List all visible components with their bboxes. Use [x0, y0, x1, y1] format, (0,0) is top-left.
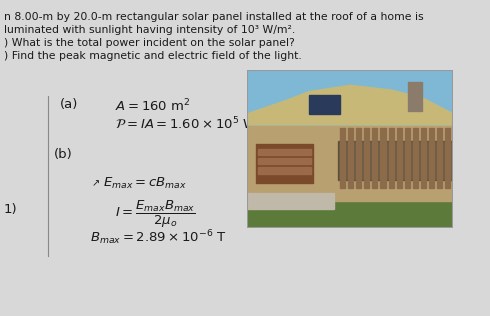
Text: $\nearrow$: $\nearrow$	[90, 178, 101, 188]
Bar	[389, 128, 393, 188]
Bar	[247, 70, 453, 136]
Bar	[408, 82, 422, 111]
Text: (a): (a)	[60, 98, 78, 111]
Bar	[256, 144, 313, 183]
Bar	[413, 128, 418, 188]
Text: $A = 160\ \mathrm{m}^2$: $A = 160\ \mathrm{m}^2$	[115, 98, 191, 115]
Bar	[356, 128, 361, 188]
Text: $B_{max} = 2.89 \times 10^{-6}\ \mathrm{T}$: $B_{max} = 2.89 \times 10^{-6}\ \mathrm{…	[90, 228, 227, 247]
Bar	[258, 167, 311, 174]
Bar	[258, 149, 311, 155]
Text: (1): (1)	[248, 176, 270, 189]
Text: $I = \dfrac{E_{max}B_{max}}{2\mu_o}$: $I = \dfrac{E_{max}B_{max}}{2\mu_o}$	[115, 199, 196, 230]
Polygon shape	[247, 85, 453, 125]
Bar	[421, 128, 426, 188]
Bar	[445, 128, 450, 188]
Text: ) What is the total power incident on the solar panel?: ) What is the total power incident on th…	[4, 38, 295, 48]
Text: n 8.00-m by 20.0-m rectangular solar panel installed at the roof of a home is: n 8.00-m by 20.0-m rectangular solar pan…	[4, 12, 424, 22]
Bar	[258, 158, 311, 164]
Bar	[247, 193, 334, 209]
Text: $\mathcal{P} = IA = 1.60 \times 10^5\ \mathrm{W}$: $\mathcal{P} = IA = 1.60 \times 10^5\ \m…	[115, 116, 257, 133]
Bar	[247, 201, 453, 228]
Bar	[396, 128, 402, 188]
Bar	[380, 128, 386, 188]
Bar	[348, 128, 353, 188]
Bar	[338, 141, 453, 180]
Text: 1): 1)	[4, 203, 18, 216]
Bar	[429, 128, 434, 188]
Text: (b): (b)	[54, 148, 73, 161]
Text: $E_{max} = cB_{max}$: $E_{max} = cB_{max}$	[103, 176, 187, 191]
Text: ) Find the peak magnetic and electric field of the light.: ) Find the peak magnetic and electric fi…	[4, 51, 302, 61]
Bar	[309, 95, 340, 114]
Bar	[372, 128, 377, 188]
Text: (2): (2)	[248, 199, 270, 212]
Text: luminated with sunlight having intensity of 10³ W/m².: luminated with sunlight having intensity…	[4, 25, 295, 35]
Bar	[340, 128, 345, 188]
Bar	[405, 128, 410, 188]
Bar	[437, 128, 442, 188]
Bar	[364, 128, 369, 188]
Bar	[247, 126, 453, 201]
